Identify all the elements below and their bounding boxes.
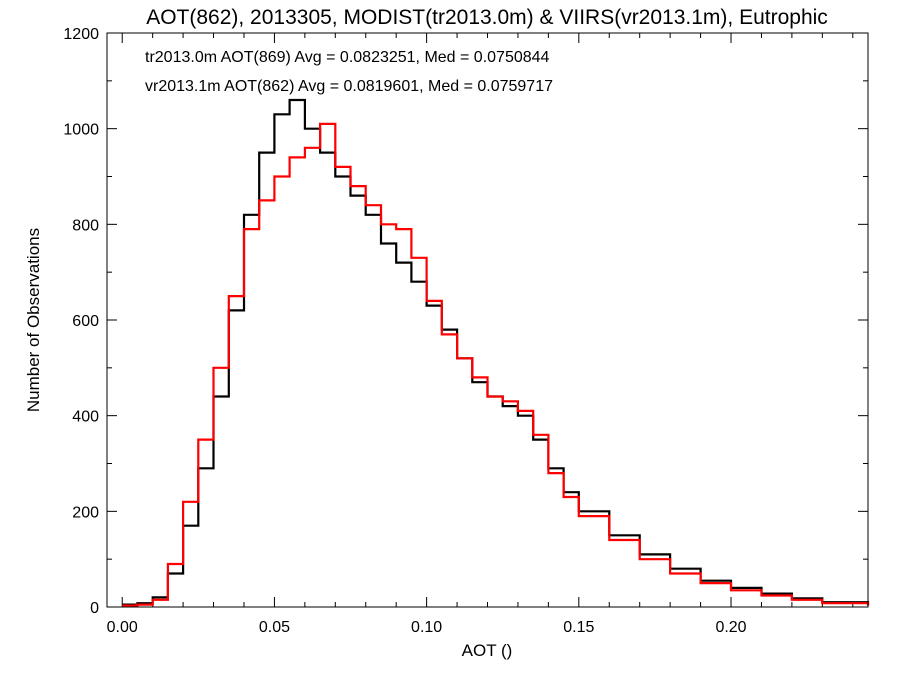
plot-frame — [106, 32, 869, 608]
chart-title: AOT(862), 2013305, MODIST(tr2013.0m) & V… — [146, 6, 828, 29]
x-tick-label: 0.00 — [107, 619, 138, 636]
series-line-0 — [122, 98, 870, 606]
y-tick-label: 800 — [72, 217, 99, 234]
x-tick-label: 0.15 — [563, 619, 594, 636]
y-tick-label: 200 — [72, 504, 99, 521]
y-tick-label: 600 — [72, 313, 99, 330]
y-tick-label: 1200 — [63, 26, 99, 43]
x-tick-label: 0.05 — [259, 619, 290, 636]
x-axis-label: AOT () — [462, 641, 513, 660]
x-tick-label: 0.10 — [411, 619, 442, 636]
y-tick-label: 400 — [72, 409, 99, 426]
y-tick-label: 1000 — [63, 122, 99, 139]
x-tick-label: 0.20 — [715, 619, 746, 636]
annotation-vr2013: vr2013.1m AOT(862) Avg = 0.0819601, Med … — [145, 78, 553, 95]
series-line-1 — [122, 122, 870, 607]
y-axis-label: Number of Observations — [24, 228, 43, 412]
y-tick-label: 0 — [90, 600, 99, 617]
annotation-tr2013: tr2013.0m AOT(869) Avg = 0.0823251, Med … — [145, 49, 550, 66]
x-axis-ticks: 0.00 0.05 0.10 0.15 0.20 — [107, 33, 854, 636]
series-layer — [122, 98, 870, 607]
y-axis-ticks: 0 200 400 600 800 1000 1200 — [63, 26, 868, 617]
